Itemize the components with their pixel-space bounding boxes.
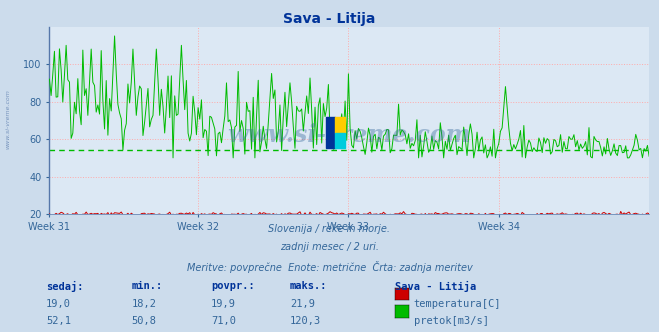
- Text: Meritve: povprečne  Enote: metrične  Črta: zadnja meritev: Meritve: povprečne Enote: metrične Črta:…: [186, 261, 473, 273]
- Text: sedaj:: sedaj:: [46, 281, 84, 291]
- Text: 120,3: 120,3: [290, 316, 321, 326]
- Text: maks.:: maks.:: [290, 281, 328, 290]
- Text: 21,9: 21,9: [290, 299, 315, 309]
- Text: povpr.:: povpr.:: [211, 281, 254, 290]
- Bar: [326, 117, 335, 148]
- Text: 52,1: 52,1: [46, 316, 71, 326]
- Text: Sava - Litija: Sava - Litija: [283, 12, 376, 26]
- Text: 18,2: 18,2: [132, 299, 157, 309]
- Text: min.:: min.:: [132, 281, 163, 290]
- Bar: [335, 132, 345, 148]
- Text: www.si-vreme.com: www.si-vreme.com: [227, 124, 471, 147]
- Text: 19,9: 19,9: [211, 299, 236, 309]
- Text: 71,0: 71,0: [211, 316, 236, 326]
- Text: Slovenija / reke in morje.: Slovenija / reke in morje.: [268, 224, 391, 234]
- Text: 50,8: 50,8: [132, 316, 157, 326]
- Text: temperatura[C]: temperatura[C]: [414, 299, 501, 309]
- Bar: [335, 117, 345, 132]
- Text: zadnji mesec / 2 uri.: zadnji mesec / 2 uri.: [280, 242, 379, 252]
- Text: pretok[m3/s]: pretok[m3/s]: [414, 316, 489, 326]
- Text: 19,0: 19,0: [46, 299, 71, 309]
- Text: www.si-vreme.com: www.si-vreme.com: [5, 90, 11, 149]
- Text: Sava - Litija: Sava - Litija: [395, 281, 476, 291]
